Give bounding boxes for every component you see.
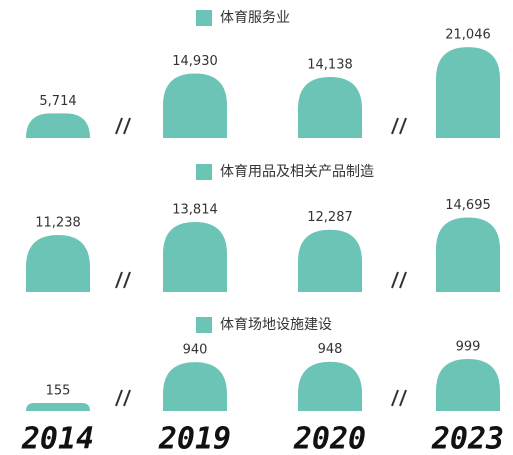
value-label: 999 — [456, 340, 481, 355]
bar — [163, 222, 227, 292]
bar — [26, 113, 90, 138]
x-tick-label: 2014 — [21, 422, 94, 455]
bar — [436, 47, 500, 138]
legend-swatch — [196, 164, 212, 180]
value-label: 14,695 — [445, 198, 491, 213]
value-label: 14,930 — [172, 54, 218, 69]
legend-swatch — [196, 10, 212, 26]
bar — [298, 361, 362, 411]
x-tick-label: 2023 — [431, 422, 504, 455]
legend-label: 体育服务业 — [220, 10, 290, 26]
value-label: 948 — [318, 342, 343, 357]
value-label: 5,714 — [39, 94, 76, 109]
value-label: 155 — [46, 383, 71, 398]
legend-label: 体育用品及相关产品制造 — [220, 164, 374, 180]
bar — [436, 359, 500, 411]
value-label: 12,287 — [307, 210, 353, 225]
value-label: 11,238 — [35, 216, 81, 231]
value-label: 940 — [183, 343, 208, 358]
legend-swatch — [196, 317, 212, 333]
value-label: 13,814 — [172, 203, 218, 218]
bar — [163, 73, 227, 138]
x-tick-label: 2019 — [158, 422, 231, 455]
bar — [163, 362, 227, 411]
value-label: 21,046 — [445, 28, 491, 43]
axis-breaks — [115, 117, 407, 407]
value-label: 14,138 — [307, 57, 353, 72]
bar — [436, 217, 500, 292]
bar — [298, 76, 362, 138]
bar — [298, 229, 362, 292]
legend-label: 体育场地设施建设 — [220, 317, 332, 333]
bar — [26, 235, 90, 292]
bar — [26, 402, 90, 411]
x-tick-label: 2020 — [293, 422, 366, 455]
